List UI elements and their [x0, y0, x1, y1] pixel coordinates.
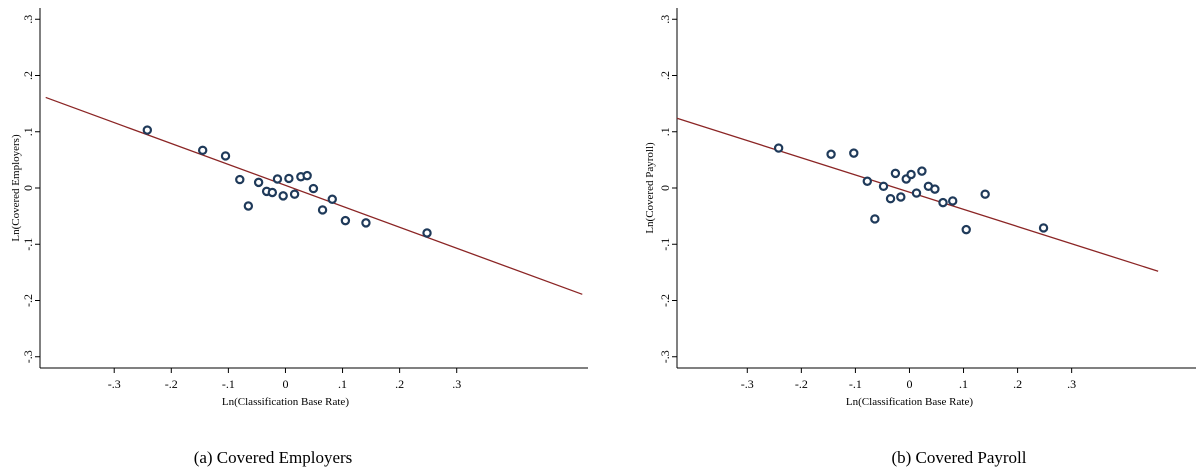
- y-tick-label: -.2: [658, 294, 672, 307]
- data-point: [906, 169, 916, 180]
- fitted-line: [45, 96, 583, 295]
- x-tick-label: 0: [906, 377, 912, 391]
- scatter-plot-covered-employers: -.3 -.2 -.1 0 .1 .2 .3 -.3 -.2 -.1 0 .1 .2 .3 Ln(Class…: [10, 8, 588, 408]
- caption-covered-employers: (a) Covered Employers: [193, 448, 353, 467]
- data-point: [911, 188, 922, 198]
- x-tick-label: -.2: [795, 377, 808, 391]
- x-tick-label: .3: [452, 377, 461, 391]
- scatter-plot-covered-payroll: -.3 -.2 -.1 0 .1 .2 .3 -.3 -.2 -.1 0 .1 .2 .3 Ln(Class…: [644, 8, 1196, 408]
- data-point: [220, 151, 231, 161]
- data-point: [253, 177, 264, 188]
- y-tick-label: -.1: [658, 238, 672, 251]
- x-tick-label: -.3: [108, 377, 121, 391]
- y-tick-label: -.2: [21, 294, 35, 307]
- data-point: [896, 192, 906, 202]
- data-point: [340, 215, 351, 226]
- data-point: [302, 170, 312, 181]
- data-point: [885, 193, 896, 204]
- x-tick-label: .1: [338, 377, 347, 391]
- data-point: [422, 228, 432, 238]
- y-tick-label: .1: [21, 127, 35, 136]
- data-point: [826, 149, 836, 159]
- data-point: [327, 194, 337, 204]
- data-point: [1038, 223, 1049, 233]
- x-tick-label: -.1: [849, 377, 862, 391]
- panel-covered-payroll: -.3 -.2 -.1 0 .1 .2 .3 -.3 -.2 -.1 0 .1 .2 .3 Ln(Class…: [620, 0, 1201, 472]
- data-point: [272, 174, 283, 184]
- data-point: [289, 189, 300, 199]
- data-point: [142, 125, 153, 135]
- data-point: [267, 187, 278, 198]
- data-point: [197, 145, 208, 156]
- data-point: [308, 183, 319, 194]
- data-point: [243, 201, 254, 211]
- data-point: [890, 168, 901, 179]
- x-tick-label: .1: [959, 377, 968, 391]
- y-tick-label: -.3: [21, 350, 35, 363]
- y-tick-label: -.1: [21, 238, 35, 251]
- y-tick-label: -.3: [658, 350, 672, 363]
- y-tick-label: .2: [658, 71, 672, 80]
- x-tick-label: .2: [1013, 377, 1022, 391]
- y-axis-label: Ln(Covered Payroll): [644, 142, 656, 234]
- data-point: [773, 143, 784, 153]
- x-tick-label: -.2: [165, 377, 178, 391]
- caption-covered-payroll: (b) Covered Payroll: [891, 448, 1027, 467]
- data-point: [235, 174, 245, 185]
- data-point: [870, 214, 880, 224]
- panel-covered-employers: -.3 -.2 -.1 0 .1 .2 .3 -.3 -.2 -.1 0 .1 .2 .3 Ln(Class…: [0, 0, 600, 472]
- data-point: [948, 196, 958, 206]
- data-point: [862, 176, 872, 186]
- y-tick-label: .3: [658, 15, 672, 24]
- data-point: [930, 184, 940, 194]
- data-point: [938, 197, 948, 208]
- x-axis-label: Ln(Classification Base Rate): [846, 396, 973, 408]
- x-tick-label: 0: [282, 377, 288, 391]
- data-point: [278, 191, 288, 201]
- y-axis-label: Ln(Covered Employers): [10, 134, 22, 242]
- data-point: [361, 218, 371, 228]
- data-point: [284, 173, 294, 184]
- data-point: [878, 181, 889, 192]
- y-tick-label: .2: [21, 71, 35, 80]
- data-point: [961, 224, 971, 235]
- data-point: [980, 189, 990, 199]
- x-tick-label: .3: [1067, 377, 1076, 391]
- y-tick-label: .1: [658, 127, 672, 136]
- x-tick-label: -.1: [222, 377, 235, 391]
- y-tick-label: .3: [21, 15, 35, 24]
- y-tick-label: 0: [21, 185, 35, 191]
- data-point: [849, 148, 859, 158]
- x-tick-label: -.3: [741, 377, 754, 391]
- x-tick-label: .2: [395, 377, 404, 391]
- x-axis-label: Ln(Classification Base Rate): [222, 396, 349, 408]
- data-point: [917, 166, 927, 176]
- data-point: [317, 205, 328, 215]
- y-tick-label: 0: [658, 185, 672, 191]
